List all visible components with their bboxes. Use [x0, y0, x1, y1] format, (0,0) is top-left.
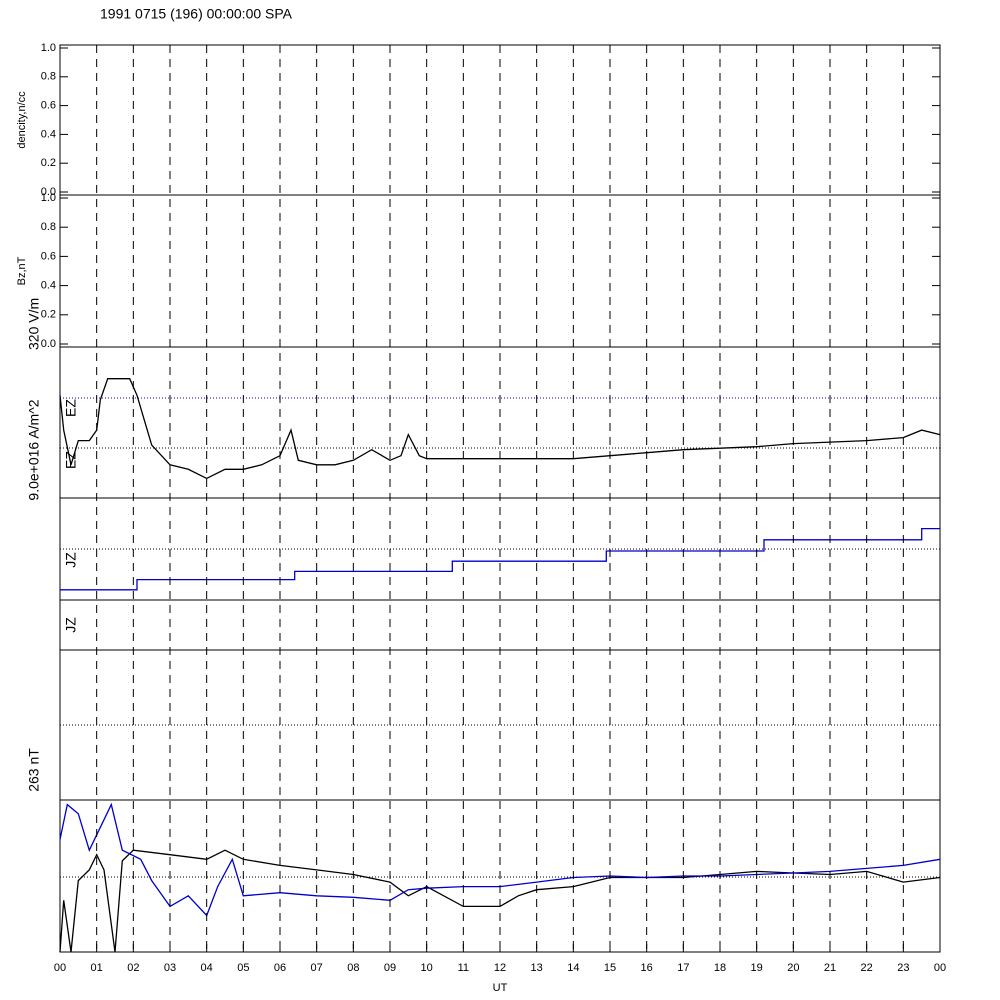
x-tick-label: 21	[824, 962, 836, 974]
panel-label: JZ	[63, 617, 79, 633]
x-tick-label: 00	[54, 962, 66, 974]
x-tick-label: 00	[934, 962, 946, 974]
x-tick-label: 10	[421, 962, 433, 974]
panel-label: EZ	[63, 451, 79, 469]
x-tick-label: 12	[494, 962, 506, 974]
data-line	[59, 849, 941, 953]
x-tick-label: 03	[164, 962, 176, 974]
y-tick-label: 0.0	[41, 338, 56, 350]
x-tick-label: 05	[237, 962, 249, 974]
x-tick-label: 13	[531, 962, 543, 974]
x-tick-label: 08	[347, 962, 359, 974]
x-axis-label: UT	[493, 982, 508, 994]
data-line	[59, 378, 941, 480]
x-tick-label: 23	[897, 962, 909, 974]
y-tick-label: 0.4	[41, 128, 56, 140]
x-tick-label: 16	[641, 962, 653, 974]
y-tick-label: 0.0	[41, 186, 56, 198]
x-tick-label: 20	[787, 962, 799, 974]
data-line	[59, 802, 941, 917]
y-tick-label: 0.8	[41, 71, 56, 83]
x-tick-label: 06	[274, 962, 286, 974]
panel-label: 320 V/m	[26, 298, 42, 350]
y-tick-label: 0.4	[41, 280, 56, 292]
x-tick-label: 11	[458, 962, 469, 974]
y-tick-label: 1.0	[41, 192, 56, 204]
panel-label: JZ	[63, 552, 79, 568]
y-tick-label: 0.6	[41, 250, 56, 262]
x-tick-label: 02	[127, 962, 139, 974]
y-axis-label: Bz,nT	[16, 256, 28, 285]
x-tick-label: 14	[567, 962, 579, 974]
y-tick-label: 1.0	[41, 42, 56, 54]
y-tick-label: 0.6	[41, 100, 56, 112]
data-line	[60, 527, 940, 591]
x-tick-label: 07	[311, 962, 323, 974]
y-tick-label: 0.2	[41, 309, 56, 321]
x-tick-label: 22	[861, 962, 873, 974]
x-tick-label: 17	[677, 962, 689, 974]
x-tick-label: 18	[714, 962, 726, 974]
x-tick-label: 04	[201, 962, 213, 974]
y-tick-label: 0.8	[41, 221, 56, 233]
x-tick-label: 09	[384, 962, 396, 974]
x-tick-label: 19	[751, 962, 763, 974]
panel-label: EZ	[63, 399, 79, 417]
y-tick-label: 0.2	[41, 157, 56, 169]
x-tick-label: 01	[91, 962, 103, 974]
chart-title: 1991 0715 (196) 00:00:00 SPA	[100, 6, 293, 22]
panel-label: 9.0e+016 A/m^2	[26, 399, 42, 500]
y-axis-label: dencity,n/cc	[16, 91, 28, 149]
x-tick-label: 15	[604, 962, 616, 974]
panel-label: 263 nT	[26, 748, 42, 792]
